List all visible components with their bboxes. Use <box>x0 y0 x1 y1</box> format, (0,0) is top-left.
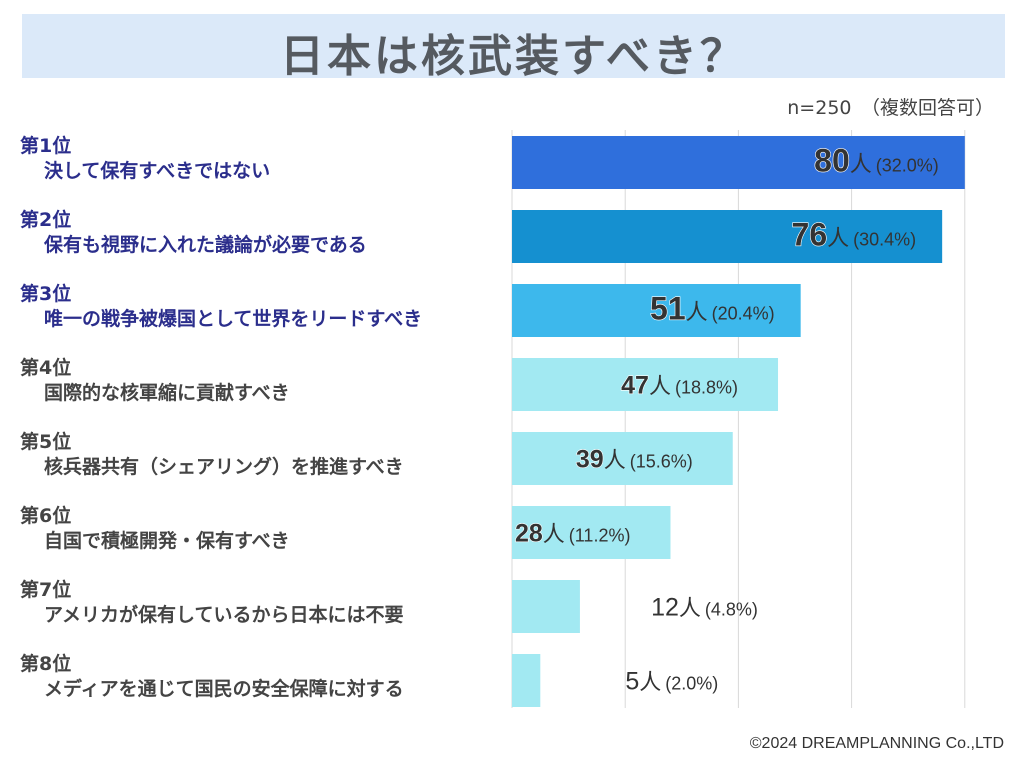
category-label: 唯一の戦争被爆国として世界をリードすべき <box>44 307 422 330</box>
category-label: メディアを通じて国民の安全保障に対する <box>44 677 404 700</box>
category-label: 決して保有すべきではない <box>44 159 270 182</box>
bar <box>512 210 943 263</box>
data-label: 5人 (2.0%) <box>625 668 718 696</box>
category-rank: 第6位 <box>20 504 71 527</box>
data-label: 80人 (32.0%) <box>814 143 939 179</box>
data-label: 51人 (20.4%) <box>650 291 775 327</box>
category-label: 核兵器共有（シェアリング）を推進すべき <box>44 455 404 478</box>
category-rank: 第3位 <box>20 282 71 305</box>
category-label: 国際的な核軍縮に貢献すべき <box>44 381 290 404</box>
category-label: 保有も視野に入れた議論が必要である <box>43 233 367 256</box>
sample-note: n=250 （複数回答可） <box>787 97 994 119</box>
bar <box>512 432 733 485</box>
data-label: 28人 (11.2%) <box>515 520 631 548</box>
category-rank: 第4位 <box>20 356 71 379</box>
category-rank: 第7位 <box>20 578 71 601</box>
category-rank: 第2位 <box>20 208 71 231</box>
copyright: ©2024 DREAMPLANNING Co.,LTD <box>749 735 1004 752</box>
category-rank: 第1位 <box>20 134 71 157</box>
bar <box>512 284 801 337</box>
bar <box>512 506 671 559</box>
bar <box>512 358 779 411</box>
data-label: 12人 (4.8%) <box>651 594 758 622</box>
data-label: 76人 (30.4%) <box>792 217 917 253</box>
category-label: 自国で積極開発・保有すべき <box>44 529 290 552</box>
bar <box>512 580 580 633</box>
chart-title: 日本は核武装すべき？ <box>280 31 747 82</box>
bar <box>512 654 541 707</box>
category-rank: 第5位 <box>20 430 71 453</box>
category-rank: 第8位 <box>20 652 71 675</box>
data-label: 47人 (18.8%) <box>621 372 738 400</box>
category-label: アメリカが保有しているから日本には不要 <box>44 603 403 626</box>
title-banner: 日本は核武装すべき？ <box>22 14 1005 82</box>
data-label: 39人 (15.6%) <box>576 446 693 474</box>
bar <box>512 136 965 189</box>
